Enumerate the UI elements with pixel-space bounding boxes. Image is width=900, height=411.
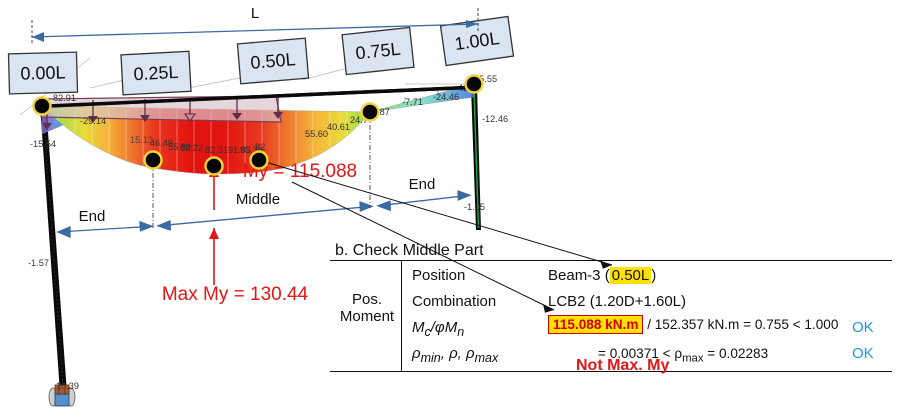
svg-text:40.61: 40.61 xyxy=(327,122,350,132)
svg-text:L: L xyxy=(251,5,259,22)
svg-text:Max My = 130.44: Max My = 130.44 xyxy=(162,284,309,305)
svg-text:0.25L: 0.25L xyxy=(133,62,179,84)
svg-text:0.00L: 0.00L xyxy=(20,62,66,83)
svg-text:Middle: Middle xyxy=(236,191,280,208)
svg-text:82.22: 82.22 xyxy=(180,143,203,153)
svg-text:End: End xyxy=(79,208,106,225)
svg-text:-15.54: -15.54 xyxy=(30,139,56,149)
svg-text:-24.46: -24.46 xyxy=(433,92,459,102)
svg-text:-29.14: -29.14 xyxy=(80,116,106,126)
svg-text:55.60: 55.60 xyxy=(305,129,328,139)
svg-text:82.91: 82.91 xyxy=(53,93,76,103)
svg-text:-1.57: -1.57 xyxy=(28,258,49,268)
svg-text:End: End xyxy=(409,176,436,193)
svg-text:-1.05: -1.05 xyxy=(464,202,485,212)
svg-text:10.39: 10.39 xyxy=(56,381,79,391)
svg-text:-12.46: -12.46 xyxy=(482,114,508,124)
svg-text:-7.71: -7.71 xyxy=(402,97,423,107)
svg-text:0.50L: 0.50L xyxy=(250,49,297,73)
svg-text:82.31: 82.31 xyxy=(205,145,228,155)
